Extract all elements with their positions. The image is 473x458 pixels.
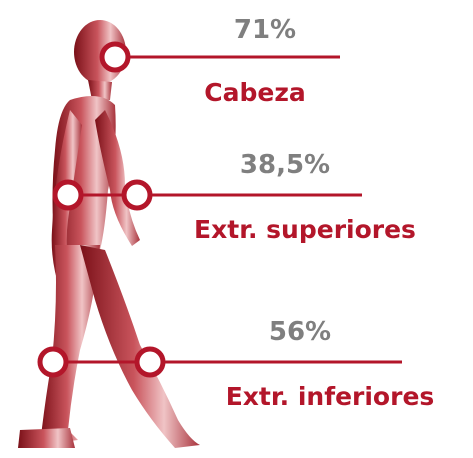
marker [99,41,131,73]
marker [52,179,84,211]
callout-lower: 56% Extr. inferiores [37,317,435,411]
label: Extr. superiores [194,215,416,244]
label: Extr. inferiores [226,382,435,411]
human-figure [18,20,200,448]
marker [134,346,166,378]
callout-upper: 38,5% Extr. superiores [52,150,416,244]
percent: 38,5% [240,150,330,180]
callout-head: 71% Cabeza [99,15,340,107]
percent: 71% [234,15,296,45]
marker [37,346,69,378]
percent: 56% [269,317,331,347]
label: Cabeza [204,78,306,107]
marker [121,179,153,211]
